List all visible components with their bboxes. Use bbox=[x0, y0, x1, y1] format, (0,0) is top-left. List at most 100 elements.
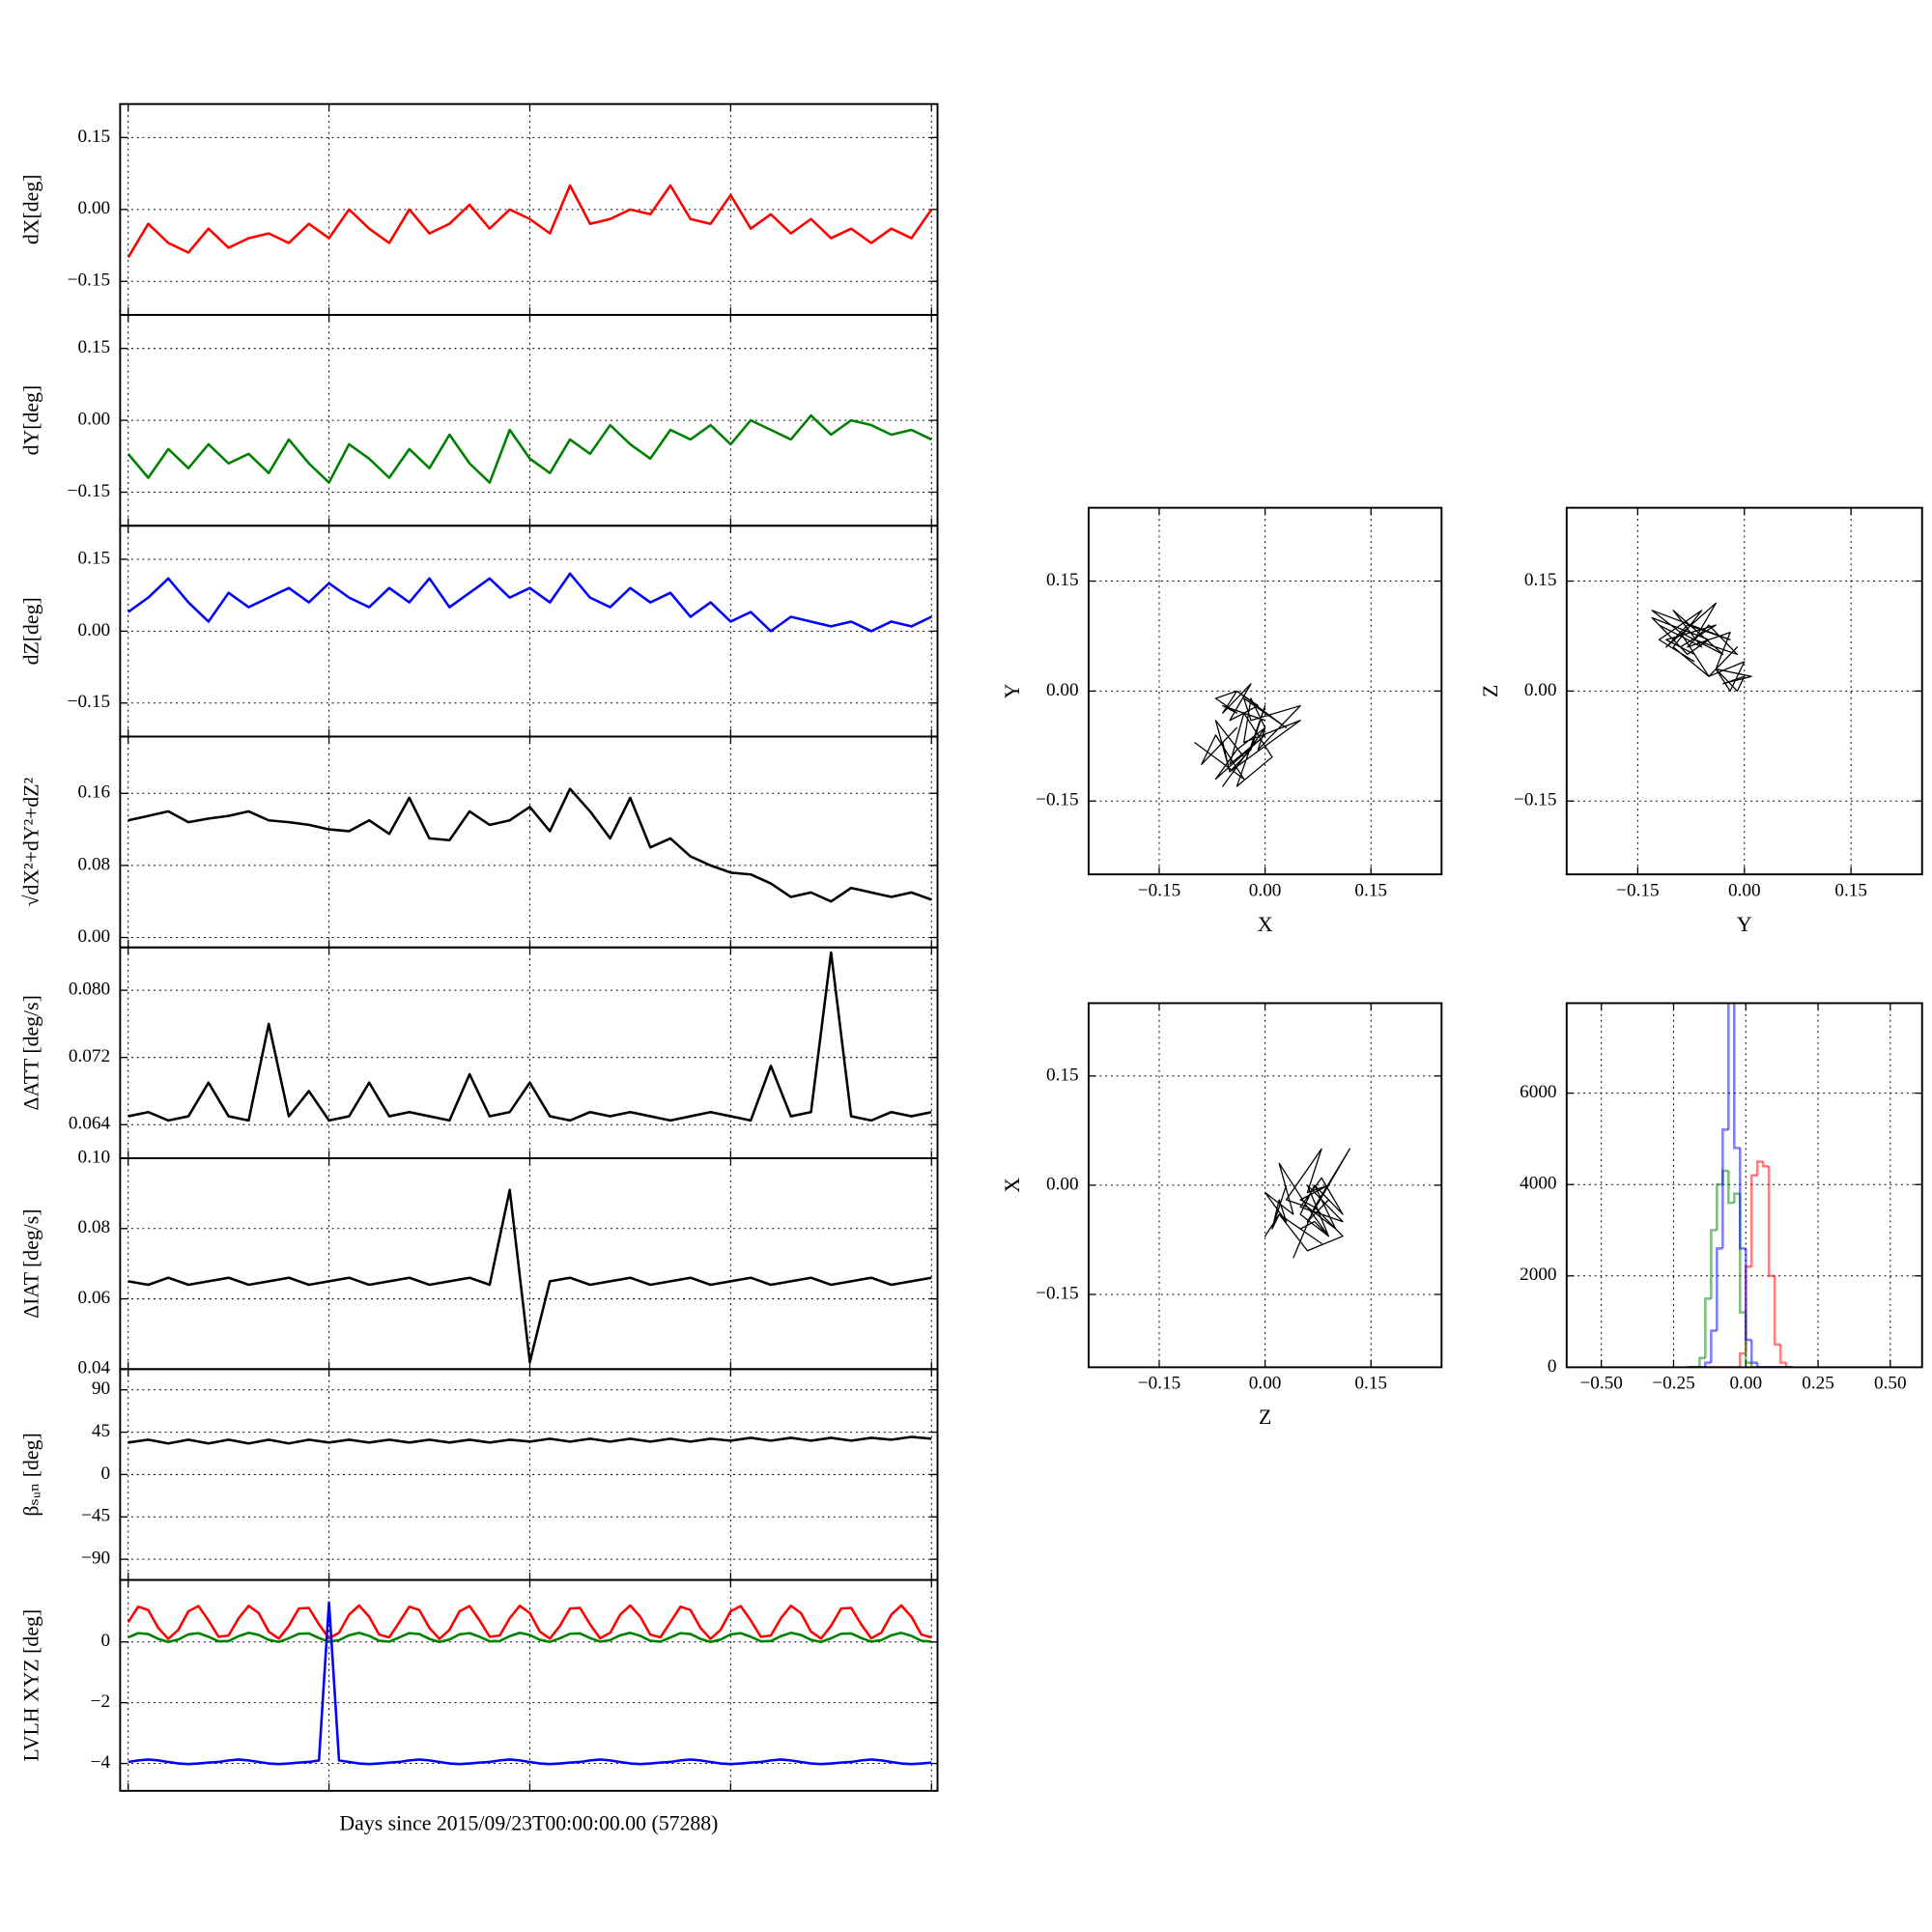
data-line bbox=[128, 1601, 932, 1766]
hist-step bbox=[1716, 1247, 1723, 1331]
x-tick-label: 0.15 bbox=[1354, 880, 1387, 900]
y-tick-label: 0.00 bbox=[1046, 1174, 1079, 1194]
y-tick-label: 45 bbox=[92, 1421, 110, 1441]
data-line bbox=[128, 787, 932, 903]
y-axis-label: ΔATT [deg/s] bbox=[20, 995, 43, 1110]
data-line bbox=[128, 951, 932, 1122]
y-tick-label: 0.00 bbox=[77, 198, 110, 218]
y-tick-label: 2000 bbox=[1520, 1264, 1556, 1285]
x-axis-label: X bbox=[1258, 913, 1273, 936]
y-axis-label: X bbox=[1001, 1178, 1024, 1193]
x-tick-label: 0.00 bbox=[1729, 1374, 1762, 1394]
hist-step bbox=[1761, 1161, 1770, 1168]
y-tick-label: 0 bbox=[100, 1463, 110, 1484]
panel: −0.15 0.00 0.15 −0.15 0.00 0.15 Y X bbox=[1001, 506, 1443, 936]
x-tick-label: 0.00 bbox=[1728, 880, 1761, 900]
x-tick-label: 0.50 bbox=[1874, 1374, 1907, 1394]
hist-step bbox=[1749, 1362, 1758, 1368]
y-axis-label: dY[deg] bbox=[20, 385, 43, 456]
y-tick-label: 0.072 bbox=[69, 1046, 110, 1066]
y-axis-label: dZ[deg] bbox=[20, 597, 43, 665]
y-tick-label: 0.00 bbox=[1046, 680, 1079, 700]
hist-step bbox=[1767, 1166, 1776, 1278]
hist-step bbox=[1755, 1160, 1764, 1176]
data-line bbox=[128, 1632, 932, 1644]
x-tick-label: −0.15 bbox=[1616, 880, 1659, 900]
data-line bbox=[127, 572, 932, 633]
y-tick-label: 0 bbox=[1548, 1356, 1557, 1377]
hist-step bbox=[1733, 1192, 1741, 1204]
y-tick-label: 0.15 bbox=[1046, 1065, 1079, 1085]
y-axis-label: √dX²+dY²+dZ² bbox=[20, 777, 43, 906]
y-tick-label: 90 bbox=[92, 1378, 110, 1399]
y-tick-label: 0.16 bbox=[77, 782, 110, 803]
hist-step bbox=[1733, 1003, 1741, 1150]
plot-area bbox=[127, 413, 932, 484]
x-tick-label: −0.15 bbox=[1138, 880, 1180, 900]
plot-area bbox=[127, 1601, 932, 1766]
plot-area bbox=[1264, 1148, 1350, 1259]
y-tick-label: 0.15 bbox=[77, 127, 110, 147]
plot-area bbox=[128, 1435, 932, 1445]
y-tick-label: −0.15 bbox=[1036, 790, 1078, 810]
panel: −0.15 0.00 0.15 dX[deg] bbox=[20, 102, 939, 316]
panel: 0.00 0.08 0.16 √dX²+dY²+dZ² bbox=[20, 735, 939, 949]
y-tick-label: −0.15 bbox=[68, 692, 110, 712]
axes-frame bbox=[119, 1157, 939, 1371]
panel: −0.15 0.00 0.15 dZ[deg] bbox=[20, 525, 939, 738]
hist-step bbox=[1710, 1329, 1718, 1363]
panel: 0 2000 4000 6000 −0.50 −0.25 0.00 0.25 0.50 bbox=[1520, 1002, 1923, 1394]
y-axis-label: Z bbox=[1479, 685, 1502, 697]
axes-frame bbox=[1565, 506, 1923, 876]
data-line bbox=[128, 1188, 932, 1364]
hist-step bbox=[1739, 1351, 1747, 1368]
plot-area bbox=[1688, 1003, 1793, 1368]
axes-frame bbox=[119, 946, 939, 1159]
x-tick-label: −0.25 bbox=[1652, 1374, 1694, 1394]
x-tick-label: 0.00 bbox=[1249, 880, 1282, 900]
y-tick-label: 0.04 bbox=[77, 1358, 110, 1378]
hist-step bbox=[1727, 1003, 1730, 1130]
x-tick-label: 0.15 bbox=[1834, 880, 1867, 900]
panel: −4 −2 0 LVLH XYZ [deg] Days since 2015/09/23… bbox=[20, 1578, 939, 1835]
hist-step bbox=[1739, 1148, 1747, 1250]
x-tick-label: −0.15 bbox=[1138, 1374, 1180, 1394]
hist-step bbox=[1784, 1362, 1793, 1368]
axes-frame bbox=[1087, 506, 1443, 876]
y-tick-label: 0.08 bbox=[77, 854, 110, 874]
y-tick-label: 0 bbox=[100, 1631, 110, 1651]
data-line bbox=[127, 1604, 932, 1640]
y-tick-label: 0.15 bbox=[77, 548, 110, 568]
hist-step bbox=[1755, 1362, 1764, 1368]
data-line bbox=[1194, 683, 1301, 787]
x-axis-label: Y bbox=[1737, 913, 1752, 936]
x-tick-label: −0.50 bbox=[1579, 1374, 1622, 1394]
data-line bbox=[1264, 1148, 1350, 1259]
data-line bbox=[128, 1435, 932, 1445]
hist-step bbox=[1727, 1171, 1735, 1205]
y-tick-label: −0.15 bbox=[68, 481, 110, 501]
data-line bbox=[1651, 602, 1752, 693]
x-axis-label: Z bbox=[1259, 1406, 1271, 1429]
panel: 0.064 0.072 0.080 ΔATT [deg/s] bbox=[20, 946, 939, 1159]
plot-area bbox=[128, 951, 932, 1122]
y-axis-label: Y bbox=[1001, 683, 1024, 698]
hist-step bbox=[1749, 1174, 1758, 1267]
y-tick-label: 0.10 bbox=[77, 1147, 110, 1167]
y-axis-label: βₛᵤₙ [deg] bbox=[20, 1433, 43, 1516]
hist-step bbox=[1778, 1344, 1787, 1364]
panel: 0.04 0.06 0.08 0.10 ΔIAT [deg/s] bbox=[20, 1147, 939, 1378]
y-tick-label: 0.15 bbox=[1046, 570, 1079, 590]
y-tick-label: 0.06 bbox=[77, 1288, 110, 1308]
y-tick-label: −2 bbox=[91, 1691, 110, 1712]
axes-frame bbox=[119, 735, 939, 949]
hist-step bbox=[1710, 1229, 1718, 1299]
hist-step bbox=[1773, 1275, 1781, 1347]
plot-area bbox=[128, 1188, 932, 1364]
y-axis-label: dX[deg] bbox=[20, 175, 43, 245]
y-tick-label: 4000 bbox=[1520, 1174, 1556, 1194]
axes-frame bbox=[1087, 1002, 1443, 1369]
panel: −0.15 0.00 0.15 −0.15 0.00 0.15 X Z bbox=[1001, 1002, 1443, 1429]
y-tick-label: 0.15 bbox=[77, 337, 110, 357]
